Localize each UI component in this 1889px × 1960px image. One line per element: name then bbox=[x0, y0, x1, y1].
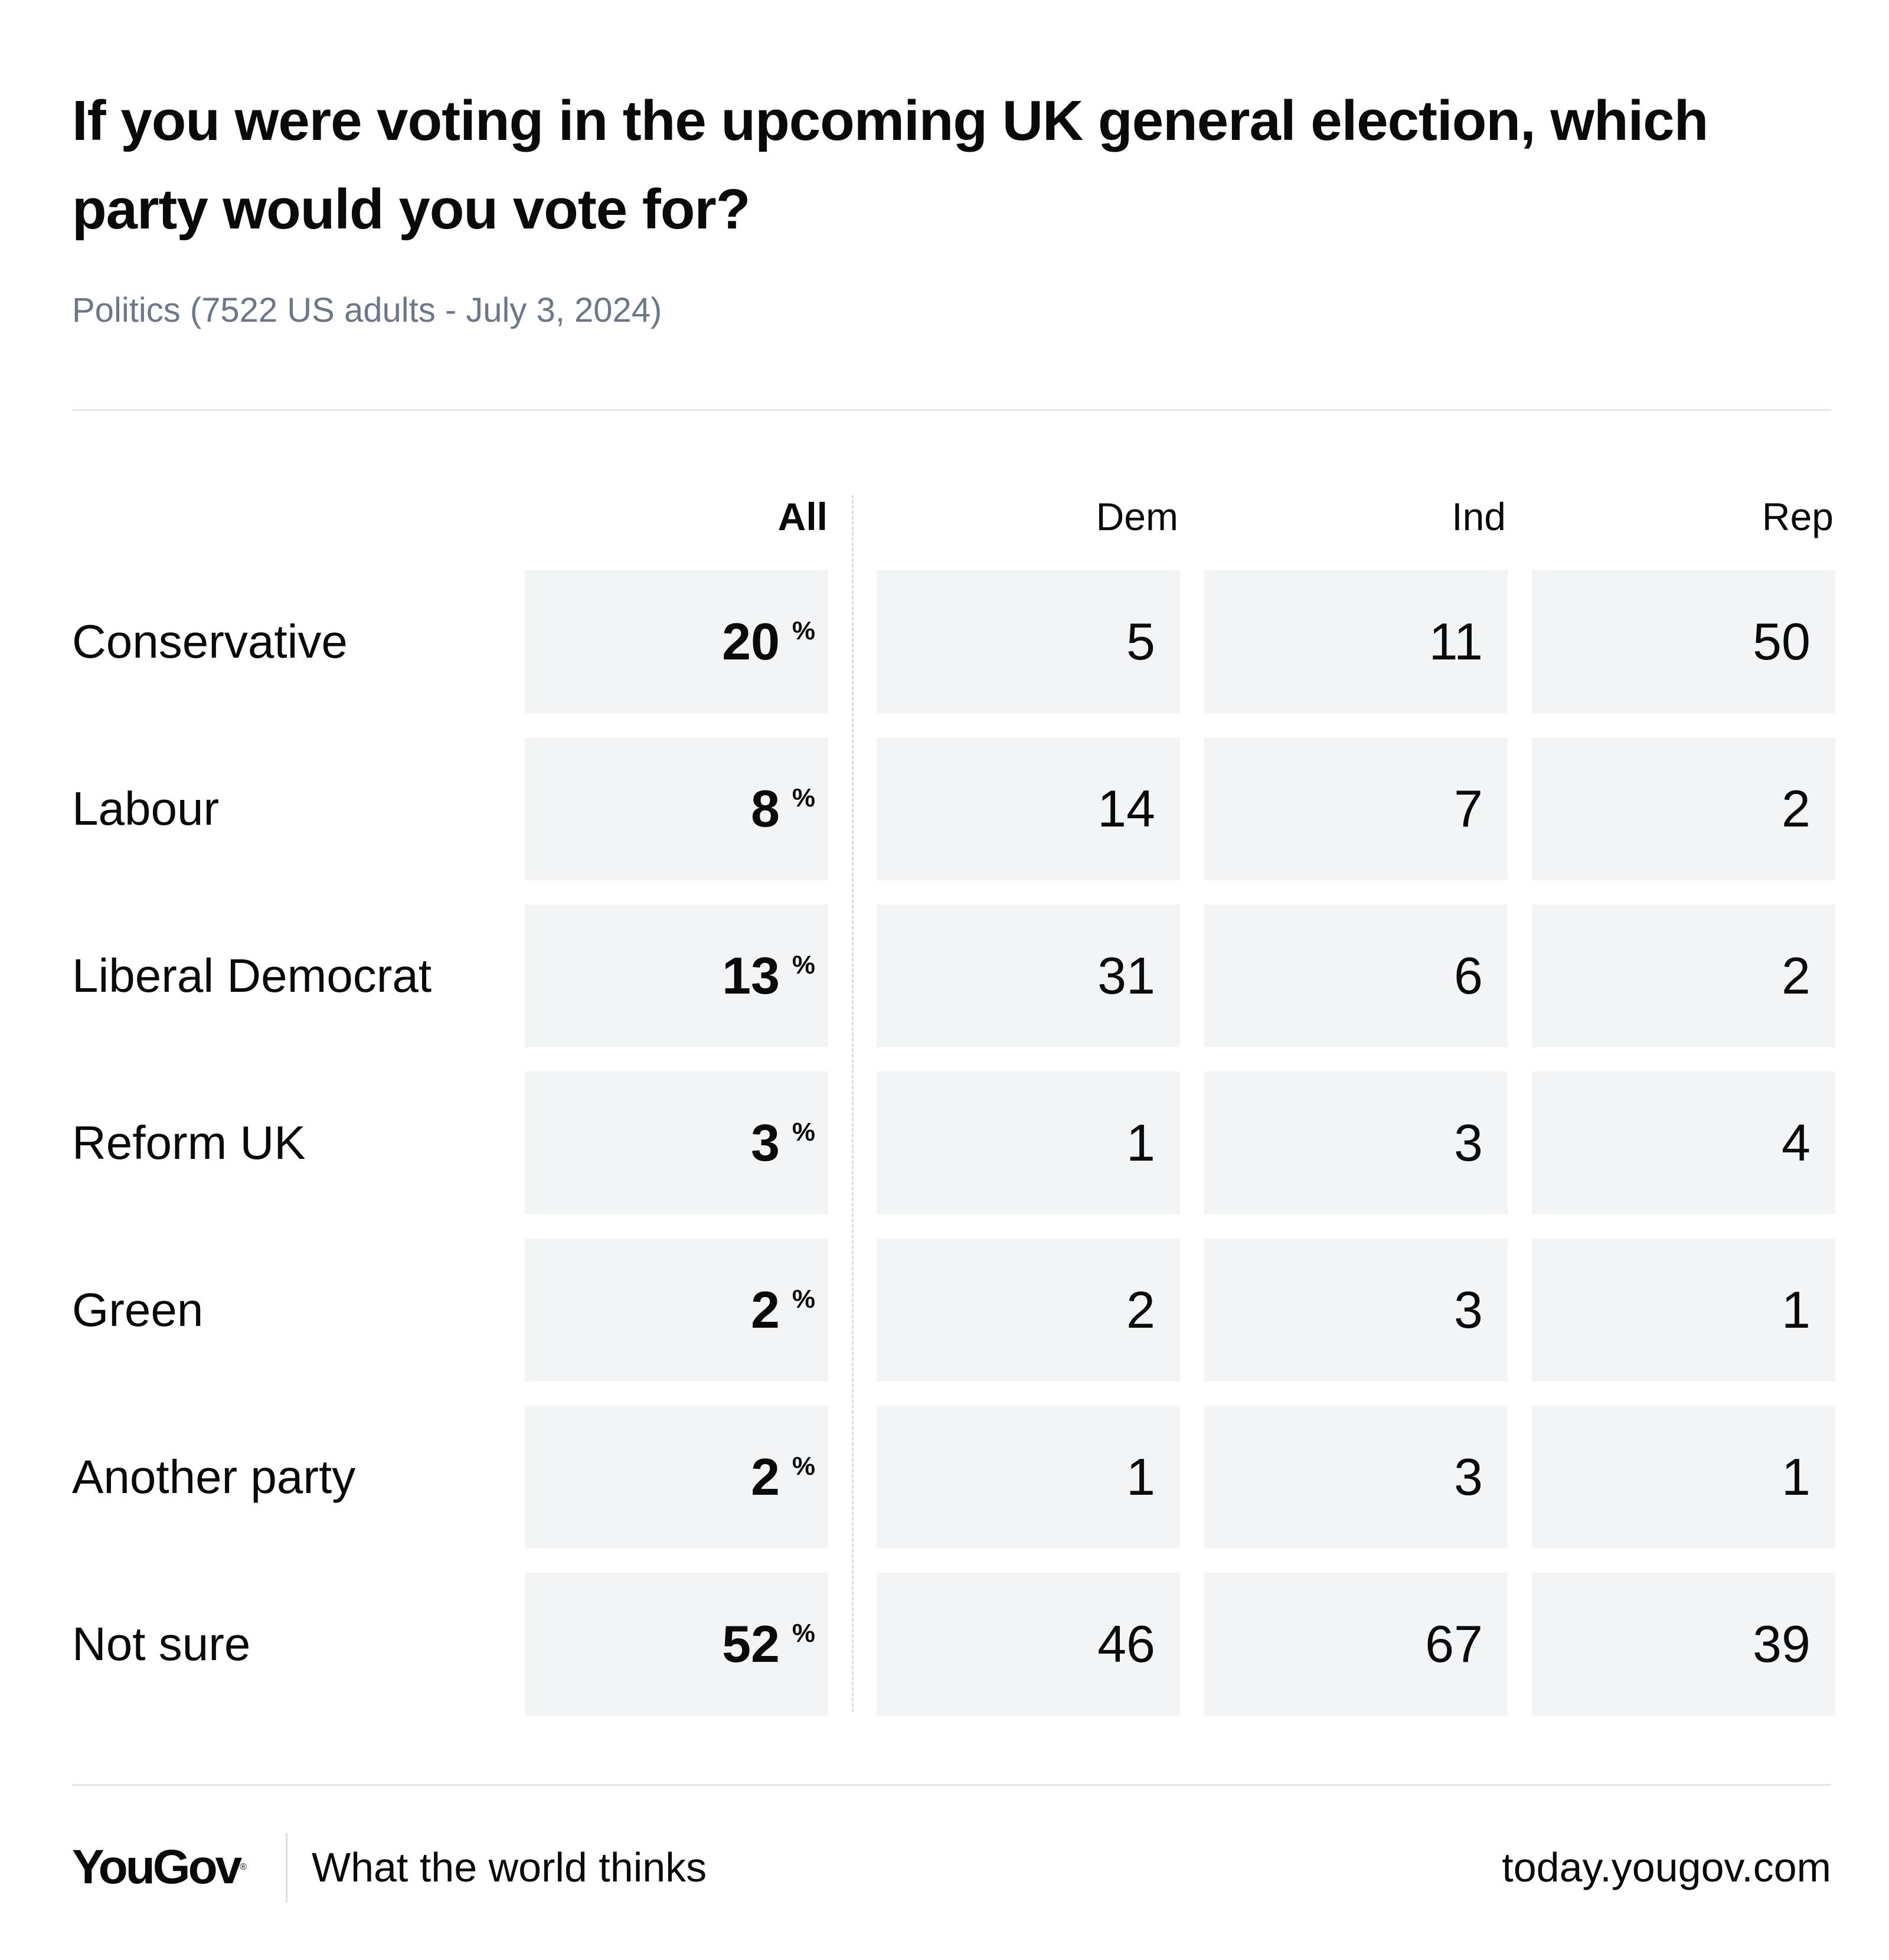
percent-sign: % bbox=[792, 1285, 815, 1314]
logo-registered-mark: ® bbox=[240, 1862, 247, 1872]
cell-value: 2 bbox=[1126, 1280, 1155, 1339]
footer-tagline: What the world thinks bbox=[312, 1844, 707, 1890]
cell-green-ind: 3 bbox=[1204, 1239, 1508, 1381]
cell-another-party-ind: 3 bbox=[1204, 1406, 1508, 1549]
cell-value: 11 bbox=[1429, 612, 1483, 671]
cell-conservative-rep: 50 bbox=[1532, 570, 1835, 713]
chart-subtitle: Politics (7522 US adults - July 3, 2024) bbox=[72, 291, 662, 329]
cell-labour-dem: 14 bbox=[877, 737, 1180, 880]
cell-value: 2 bbox=[751, 1280, 780, 1339]
logo-text: YouGov bbox=[72, 1840, 242, 1894]
cell-conservative-dem: 5 bbox=[877, 570, 1180, 713]
cell-reform-uk-dem: 1 bbox=[877, 1072, 1180, 1214]
cell-value: 13 bbox=[722, 946, 780, 1005]
cell-liberal-democrat-rep: 2 bbox=[1532, 904, 1835, 1047]
cell-labour-all: 8% bbox=[525, 737, 828, 880]
cell-not-sure-dem: 46 bbox=[877, 1573, 1180, 1716]
cell-value: 3 bbox=[1454, 1113, 1483, 1172]
yougov-logo: YouGov® bbox=[72, 1835, 247, 1900]
footer-separator bbox=[286, 1833, 287, 1903]
cell-reform-uk-ind: 3 bbox=[1204, 1072, 1508, 1214]
cell-value: 7 bbox=[1454, 779, 1483, 838]
footer-site-link[interactable]: today.yougov.com bbox=[1502, 1844, 1831, 1890]
cell-liberal-democrat-all: 13% bbox=[525, 904, 828, 1047]
row-label-liberal-democrat: Liberal Democrat bbox=[72, 949, 432, 1002]
column-header-all: All bbox=[777, 495, 828, 538]
cell-not-sure-rep: 39 bbox=[1532, 1573, 1835, 1716]
cell-reform-uk-rep: 4 bbox=[1532, 1072, 1835, 1214]
column-header-rep: Rep bbox=[1761, 495, 1834, 538]
cell-green-dem: 2 bbox=[877, 1239, 1180, 1381]
cell-liberal-democrat-ind: 6 bbox=[1204, 904, 1508, 1047]
cell-value: 6 bbox=[1454, 946, 1483, 1005]
cell-value: 5 bbox=[1126, 612, 1155, 671]
cell-value: 3 bbox=[1454, 1448, 1483, 1506]
cell-value: 3 bbox=[1454, 1280, 1483, 1339]
cell-value: 1 bbox=[1126, 1113, 1155, 1172]
cell-value: 2 bbox=[1782, 946, 1810, 1005]
cell-not-sure-all: 52% bbox=[525, 1573, 828, 1716]
cell-conservative-all: 20% bbox=[525, 570, 828, 713]
cell-another-party-dem: 1 bbox=[877, 1406, 1180, 1549]
cell-liberal-democrat-dem: 31 bbox=[877, 904, 1180, 1047]
cell-labour-ind: 7 bbox=[1204, 737, 1508, 880]
cell-value: 1 bbox=[1782, 1280, 1810, 1339]
percent-sign: % bbox=[792, 783, 815, 812]
row-label-reform-uk: Reform UK bbox=[72, 1116, 306, 1169]
percent-sign: % bbox=[792, 1452, 815, 1481]
cell-value: 1 bbox=[1126, 1448, 1155, 1506]
cell-another-party-rep: 1 bbox=[1532, 1406, 1835, 1549]
cell-value: 52 bbox=[722, 1615, 780, 1673]
cell-value: 14 bbox=[1097, 779, 1155, 838]
cell-value: 31 bbox=[1097, 946, 1155, 1005]
top-divider bbox=[72, 409, 1831, 411]
cell-value: 50 bbox=[1753, 612, 1810, 671]
cell-value: 2 bbox=[1782, 779, 1810, 838]
cell-value: 2 bbox=[751, 1448, 780, 1506]
row-label-conservative: Conservative bbox=[72, 615, 348, 668]
chart-title: If you were voting in the upcoming UK ge… bbox=[72, 89, 1708, 241]
cell-value: 4 bbox=[1782, 1113, 1810, 1172]
cell-another-party-all: 2% bbox=[525, 1406, 828, 1549]
percent-sign: % bbox=[792, 1619, 815, 1648]
percent-sign: % bbox=[792, 1118, 815, 1146]
column-divider bbox=[852, 495, 854, 1712]
cell-green-rep: 1 bbox=[1532, 1239, 1835, 1381]
row-label-labour: Labour bbox=[72, 782, 220, 835]
percent-sign: % bbox=[792, 616, 815, 645]
cell-value: 8 bbox=[751, 779, 780, 838]
cell-not-sure-ind: 67 bbox=[1204, 1573, 1508, 1716]
cell-value: 46 bbox=[1097, 1615, 1155, 1673]
cell-green-all: 2% bbox=[525, 1239, 828, 1381]
column-header-ind: Ind bbox=[1452, 495, 1506, 538]
row-label-not-sure: Not sure bbox=[72, 1618, 251, 1670]
cell-value: 39 bbox=[1753, 1615, 1810, 1673]
row-label-another-party: Another party bbox=[72, 1451, 356, 1503]
column-header-dem: Dem bbox=[1096, 495, 1178, 538]
cell-reform-uk-all: 3% bbox=[525, 1072, 828, 1214]
cell-value: 67 bbox=[1425, 1615, 1483, 1673]
row-label-green: Green bbox=[72, 1283, 204, 1336]
percent-sign: % bbox=[792, 950, 815, 979]
cell-conservative-ind: 11 bbox=[1204, 570, 1508, 713]
cell-value: 20 bbox=[722, 612, 780, 671]
cell-value: 3 bbox=[751, 1113, 780, 1172]
cell-labour-rep: 2 bbox=[1532, 737, 1835, 880]
cell-value: 1 bbox=[1782, 1448, 1810, 1506]
bottom-divider bbox=[72, 1784, 1831, 1786]
